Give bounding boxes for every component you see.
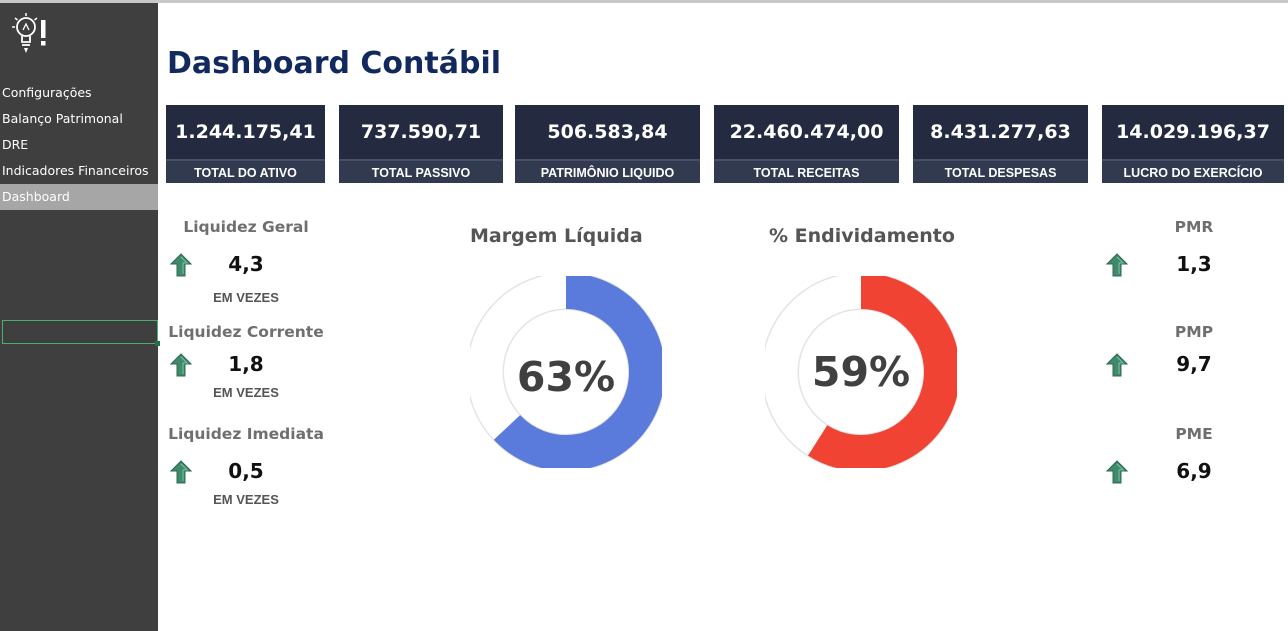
endividamento-donut: 59% — [761, 272, 961, 472]
pme-value: 6,9 — [1176, 459, 1212, 483]
arrow-up-icon — [170, 253, 192, 277]
lightbulb-exclamation-icon — [12, 13, 46, 53]
endividamento-percent: 59% — [811, 348, 911, 396]
kpi-value: 737.590,71 — [360, 121, 482, 143]
arrow-up-icon — [170, 353, 192, 377]
margem-liquida-arc — [493, 273, 665, 471]
kpi-label: TOTAL DO ATIVO — [166, 159, 325, 183]
liquidez-corrente-value: 1,8 — [228, 352, 264, 376]
kpi-card-total-despesas: 8.431.277,63 TOTAL DESPESAS — [913, 105, 1088, 183]
pmr-label: PMR — [1174, 218, 1214, 236]
pmp-label: PMP — [1174, 323, 1214, 341]
liquidez-geral-value: 4,3 — [228, 252, 264, 276]
kpi-label: TOTAL RECEITAS — [714, 159, 899, 183]
sidebar-item-dashboard[interactable]: Dashboard — [0, 184, 158, 210]
sidebar-item-configuracoes[interactable]: Configurações — [2, 85, 92, 100]
kpi-value: 1.244.175,41 — [175, 121, 316, 143]
kpi-card-total-receitas: 22.460.474,00 TOTAL RECEITAS — [714, 105, 899, 183]
kpi-label: TOTAL DESPESAS — [913, 159, 1088, 183]
liquidez-imediata-value: 0,5 — [228, 459, 264, 483]
kpi-value: 506.583,84 — [547, 121, 668, 143]
liquidez-corrente-label: Liquidez Corrente — [168, 323, 324, 341]
fill-handle[interactable] — [155, 341, 160, 346]
kpi-card-total-ativo: 1.244.175,41 TOTAL DO ATIVO — [166, 105, 325, 183]
margem-liquida-donut: 63% — [466, 272, 666, 472]
kpi-label: LUCRO DO EXERCÍCIO — [1102, 159, 1284, 183]
liquidez-geral-unit: EM VEZES — [213, 290, 279, 305]
kpi-label: PATRIMÔNIO LIQUIDO — [515, 159, 700, 183]
kpi-value: 14.029.196,37 — [1116, 121, 1270, 143]
margem-liquida-title: Margem Líquida — [470, 225, 643, 247]
arrow-up-icon — [1106, 253, 1128, 277]
endividamento-arc — [807, 273, 960, 471]
pme-label: PME — [1175, 425, 1213, 443]
liquidez-corrente-unit: EM VEZES — [213, 385, 279, 400]
arrow-up-icon — [1106, 353, 1128, 377]
kpi-value: 22.460.474,00 — [729, 121, 884, 143]
liquidez-imediata-label: Liquidez Imediata — [168, 425, 324, 443]
sidebar: Configurações Balanço Patrimonal DRE Ind… — [0, 3, 158, 631]
selected-cell[interactable] — [2, 320, 158, 344]
liquidez-imediata-unit: EM VEZES — [213, 492, 279, 507]
arrow-up-icon — [1106, 460, 1128, 484]
window-top-border — [0, 0, 1288, 3]
kpi-card-patrimonio-liquido: 506.583,84 PATRIMÔNIO LIQUIDO — [515, 105, 700, 183]
endividamento-title: % Endividamento — [769, 225, 955, 247]
kpi-card-total-passivo: 737.590,71 TOTAL PASSIVO — [339, 105, 503, 183]
liquidez-geral-label: Liquidez Geral — [183, 218, 309, 236]
pmr-value: 1,3 — [1176, 252, 1212, 276]
arrow-up-icon — [170, 460, 192, 484]
sidebar-item-dre[interactable]: DRE — [2, 137, 29, 152]
margem-liquida-donut-svg — [466, 272, 666, 472]
margem-liquida-percent: 63% — [516, 353, 616, 401]
endividamento-donut-svg — [761, 272, 961, 472]
kpi-card-lucro-exercicio: 14.029.196,37 LUCRO DO EXERCÍCIO — [1102, 105, 1284, 183]
sidebar-item-indicadores-financeiros[interactable]: Indicadores Financeiros — [2, 163, 149, 178]
page-title: Dashboard Contábil — [167, 46, 502, 81]
pmp-value: 9,7 — [1176, 352, 1212, 376]
kpi-label: TOTAL PASSIVO — [339, 159, 503, 183]
kpi-value: 8.431.277,63 — [930, 121, 1071, 143]
sidebar-item-balanco-patrimonal[interactable]: Balanço Patrimonal — [2, 111, 123, 126]
